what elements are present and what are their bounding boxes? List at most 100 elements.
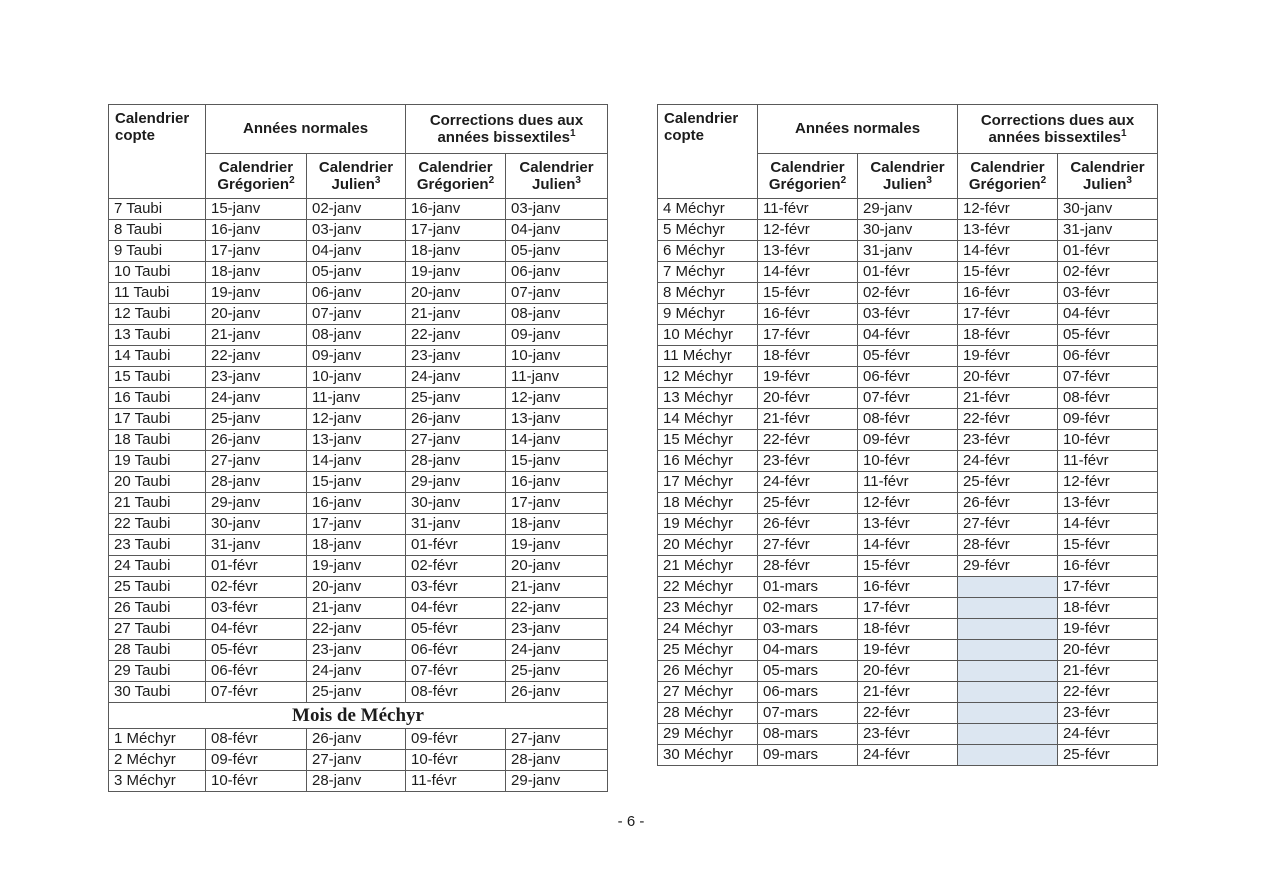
- converted-date-cell: 24-janv: [405, 366, 507, 388]
- table-row: 19 Méchyr 26-févr 13-févr 27-févr 14-févr: [657, 513, 1159, 535]
- coptic-date-cell: 25 Méchyr: [657, 639, 758, 661]
- converted-date-cell: 13-févr: [1057, 492, 1159, 514]
- converted-date-cell: 03-févr: [1057, 282, 1159, 304]
- table-row: 18 Taubi 26-janv 13-janv 27-janv 14-janv: [108, 429, 609, 451]
- converted-date-cell: 13-févr: [856, 513, 959, 535]
- converted-date-cell: 10-janv: [505, 345, 609, 367]
- converted-date-cell: 14-janv: [305, 450, 407, 472]
- converted-date-cell: 19-févr: [856, 639, 959, 661]
- converted-date-cell: 20-janv: [205, 303, 307, 325]
- converted-date-cell: 15-févr: [856, 555, 959, 577]
- converted-date-cell: 09-févr: [1057, 408, 1159, 430]
- converted-date-cell: 23-févr: [957, 429, 1059, 451]
- table-row: 28 Taubi 05-févr 23-janv 06-févr 24-janv: [108, 639, 609, 661]
- converted-date-cell: 19-janv: [305, 555, 407, 577]
- converted-date-cell: 26-févr: [957, 492, 1059, 514]
- table-row: 27 Méchyr 06-mars 21-févr 22-févr: [657, 681, 1159, 703]
- converted-date-cell: 03-janv: [305, 219, 407, 241]
- converted-date-cell: 21-févr: [757, 408, 858, 430]
- footnote-ref-1: 1: [1121, 128, 1127, 139]
- converted-date-cell: 05-févr: [205, 639, 307, 661]
- header-calendrier-gregorien-normal: Calendrier Grégorien2: [205, 153, 307, 199]
- converted-date-cell: 17-janv: [505, 492, 609, 514]
- converted-date-cell: 02-févr: [205, 576, 307, 598]
- converted-date-cell: 10-févr: [856, 450, 959, 472]
- coptic-date-cell: 9 Taubi: [108, 240, 206, 262]
- header-gregorien-label: Calendrier Grégorien: [217, 158, 294, 193]
- coptic-date-cell: 3 Méchyr: [108, 770, 206, 792]
- header-calendrier-gregorien-corrections: Calendrier Grégorien2: [957, 153, 1059, 199]
- converted-date-cell: 23-févr: [1057, 702, 1159, 724]
- converted-date-cell: 16-janv: [405, 198, 507, 220]
- converted-date-cell: 13-janv: [305, 429, 407, 451]
- coptic-date-cell: 10 Méchyr: [657, 324, 758, 346]
- converted-date-cell: 18-janv: [505, 513, 609, 535]
- footnote-ref-2: 2: [840, 175, 847, 186]
- coptic-date-cell: 5 Méchyr: [657, 219, 758, 241]
- converted-date-cell: 08-mars: [757, 723, 858, 745]
- coptic-date-cell: 17 Méchyr: [657, 471, 758, 493]
- converted-date-cell: 29-janv: [205, 492, 307, 514]
- converted-date-cell: 18-févr: [856, 618, 959, 640]
- coptic-date-cell: 13 Méchyr: [657, 387, 758, 409]
- coptic-date-cell: 16 Taubi: [108, 387, 206, 409]
- converted-date-cell: 01-mars: [757, 576, 858, 598]
- header-gregorien-label: Calendrier Grégorien: [968, 158, 1045, 193]
- converted-date-cell: 02-févr: [856, 282, 959, 304]
- converted-date-cell: 20-janv: [505, 555, 609, 577]
- shaded-empty-cell: [957, 639, 1059, 661]
- table-row: 20 Taubi 28-janv 15-janv 29-janv 16-janv: [108, 471, 609, 493]
- converted-date-cell: 22-janv: [405, 324, 507, 346]
- coptic-date-cell: 15 Taubi: [108, 366, 206, 388]
- coptic-date-cell: 14 Méchyr: [657, 408, 758, 430]
- converted-date-cell: 23-janv: [405, 345, 507, 367]
- converted-date-cell: 14-févr: [757, 261, 858, 283]
- converted-date-cell: 27-janv: [205, 450, 307, 472]
- converted-date-cell: 04-févr: [205, 618, 307, 640]
- converted-date-cell: 18-janv: [205, 261, 307, 283]
- converted-date-cell: 25-févr: [1057, 744, 1159, 766]
- coptic-date-cell: 7 Taubi: [108, 198, 206, 220]
- footnote-ref-2: 2: [289, 175, 295, 186]
- converted-date-cell: 27-févr: [757, 534, 858, 556]
- coptic-date-cell: 27 Méchyr: [657, 681, 758, 703]
- table-row: 8 Taubi 16-janv 03-janv 17-janv 04-janv: [108, 219, 609, 241]
- shaded-empty-cell: [957, 597, 1059, 619]
- coptic-date-cell: 8 Méchyr: [657, 282, 758, 304]
- footnote-ref-2: 2: [1040, 175, 1047, 186]
- converted-date-cell: 25-févr: [757, 492, 858, 514]
- converted-date-cell: 16-févr: [856, 576, 959, 598]
- table-body: 7 Taubi 15-janv 02-janv 16-janv 03-janv 8 Tau…: [107, 198, 609, 792]
- coptic-date-cell: 20 Taubi: [108, 471, 206, 493]
- converted-date-cell: 22-janv: [305, 618, 407, 640]
- header-calendrier-copte-label: Calendrier copte: [664, 110, 739, 145]
- converted-date-cell: 19-févr: [957, 345, 1059, 367]
- converted-date-cell: 28-févr: [957, 534, 1059, 556]
- converted-date-cell: 12-févr: [856, 492, 959, 514]
- converted-date-cell: 17-févr: [957, 303, 1059, 325]
- converted-date-cell: 03-mars: [757, 618, 858, 640]
- converted-date-cell: 02-mars: [757, 597, 858, 619]
- converted-date-cell: 11-févr: [757, 198, 858, 220]
- converted-date-cell: 29-janv: [505, 770, 609, 792]
- converted-date-cell: 30-janv: [856, 219, 959, 241]
- converted-date-cell: 06-févr: [1057, 345, 1159, 367]
- table-row: 25 Taubi 02-févr 20-janv 03-févr 21-janv: [108, 576, 609, 598]
- header-corrections-label: Corrections dues aux années bissextiles: [429, 111, 584, 146]
- converted-date-cell: 10-janv: [305, 366, 407, 388]
- converted-date-cell: 20-févr: [757, 387, 858, 409]
- converted-date-cell: 04-févr: [856, 324, 959, 346]
- converted-date-cell: 17-févr: [757, 324, 858, 346]
- coptic-date-cell: 15 Méchyr: [657, 429, 758, 451]
- coptic-date-cell: 4 Méchyr: [657, 198, 758, 220]
- converted-date-cell: 22-févr: [1057, 681, 1159, 703]
- converted-date-cell: 16-janv: [205, 219, 307, 241]
- converted-date-cell: 09-janv: [505, 324, 609, 346]
- converted-date-cell: 18-févr: [957, 324, 1059, 346]
- converted-date-cell: 11-févr: [856, 471, 959, 493]
- converted-date-cell: 08-févr: [1057, 387, 1159, 409]
- table-row: 10 Taubi 18-janv 05-janv 19-janv 06-janv: [108, 261, 609, 283]
- converted-date-cell: 24-janv: [505, 639, 609, 661]
- table-row: 3 Méchyr 10-févr 28-janv 11-févr 29-janv: [108, 770, 609, 792]
- converted-date-cell: 03-févr: [405, 576, 507, 598]
